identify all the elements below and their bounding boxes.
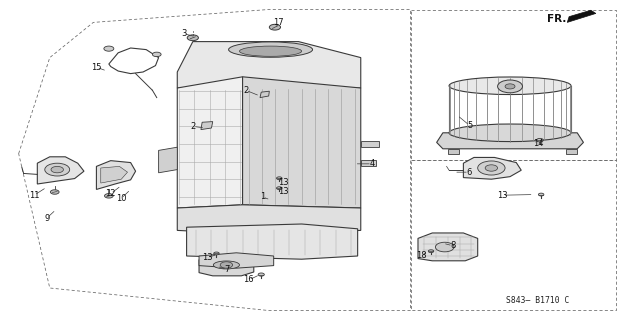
Polygon shape (361, 141, 379, 147)
Circle shape (269, 24, 281, 30)
Circle shape (277, 187, 282, 189)
Polygon shape (361, 160, 376, 166)
Text: 1: 1 (260, 192, 265, 201)
Polygon shape (243, 77, 361, 208)
Polygon shape (566, 149, 577, 154)
Ellipse shape (449, 77, 571, 94)
Polygon shape (199, 253, 274, 268)
Circle shape (104, 194, 113, 198)
Text: 13: 13 (277, 178, 289, 187)
Polygon shape (177, 42, 361, 88)
Text: 3: 3 (181, 29, 186, 38)
Text: 18: 18 (416, 251, 427, 260)
Polygon shape (437, 133, 583, 149)
Text: 17: 17 (272, 18, 284, 27)
Text: 16: 16 (243, 276, 254, 284)
Circle shape (498, 80, 522, 93)
Circle shape (187, 35, 198, 41)
Polygon shape (96, 161, 136, 189)
Polygon shape (159, 147, 177, 173)
Circle shape (485, 165, 498, 171)
Text: 15: 15 (91, 63, 101, 72)
Circle shape (51, 166, 63, 173)
Text: 12: 12 (106, 189, 116, 198)
Text: 8: 8 (450, 241, 455, 250)
Circle shape (429, 250, 434, 252)
Circle shape (536, 138, 544, 142)
Polygon shape (37, 157, 84, 184)
Text: 10: 10 (116, 194, 126, 203)
Polygon shape (101, 166, 128, 183)
Text: 2: 2 (190, 122, 195, 131)
Ellipse shape (239, 46, 302, 56)
Text: 13: 13 (497, 191, 508, 200)
Polygon shape (201, 122, 213, 130)
Circle shape (104, 46, 114, 51)
Circle shape (50, 190, 59, 194)
Polygon shape (187, 224, 358, 259)
Polygon shape (177, 205, 361, 234)
Circle shape (214, 252, 219, 255)
Circle shape (152, 52, 161, 57)
Circle shape (220, 262, 233, 268)
Polygon shape (418, 233, 478, 261)
Circle shape (435, 242, 454, 252)
Polygon shape (199, 255, 254, 276)
Polygon shape (177, 77, 243, 208)
Ellipse shape (449, 124, 571, 141)
Text: 4: 4 (369, 159, 374, 168)
Text: 13: 13 (277, 187, 289, 196)
Circle shape (539, 193, 544, 196)
Ellipse shape (213, 261, 239, 269)
Text: 13: 13 (202, 253, 213, 262)
Text: 7: 7 (225, 265, 230, 274)
Circle shape (505, 84, 515, 89)
Text: 14: 14 (533, 140, 543, 148)
Text: FR.: FR. (547, 13, 566, 24)
Circle shape (258, 273, 264, 276)
Circle shape (478, 161, 505, 175)
Polygon shape (448, 149, 459, 154)
Text: 6: 6 (466, 168, 471, 177)
Ellipse shape (228, 42, 313, 57)
Circle shape (45, 163, 70, 176)
Text: 11: 11 (29, 191, 39, 200)
Polygon shape (260, 91, 269, 98)
Text: 9: 9 (44, 214, 49, 223)
Polygon shape (463, 157, 521, 179)
Circle shape (277, 177, 282, 180)
Text: S843– B1710 C: S843– B1710 C (506, 296, 570, 305)
Polygon shape (567, 10, 596, 22)
Text: 5: 5 (467, 121, 472, 130)
Text: 2: 2 (243, 86, 248, 95)
